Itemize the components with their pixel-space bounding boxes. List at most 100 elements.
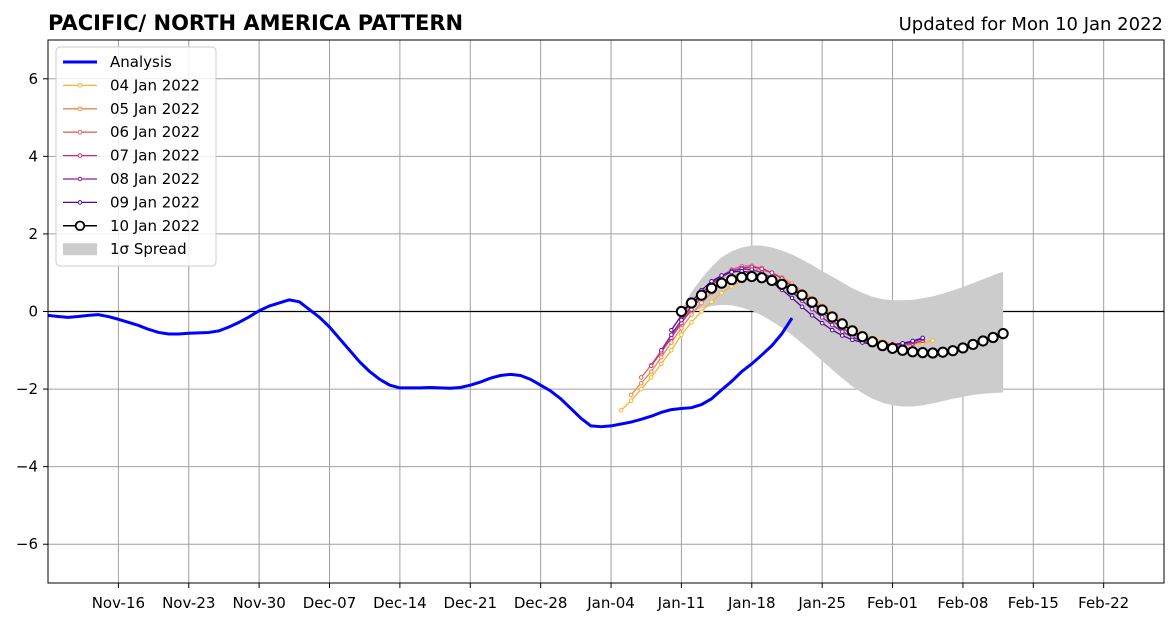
forecast-point-04-jan-2022 — [689, 320, 694, 325]
forecast-point-05-jan-2022 — [638, 380, 644, 386]
forecast-point-08-jan-2022 — [819, 315, 825, 320]
current-forecast-point — [977, 335, 989, 347]
current-forecast-point — [675, 305, 688, 318]
x-tick-label: Dec-14 — [373, 594, 427, 612]
current-forecast-point — [806, 296, 818, 308]
current-forecast-point — [987, 331, 999, 344]
legend-swatch-marker — [77, 83, 83, 88]
x-tick-label: Feb-01 — [867, 594, 918, 612]
x-tick-label: Dec-21 — [444, 594, 498, 612]
legend-swatch-marker — [77, 200, 83, 205]
current-forecast-point — [836, 318, 848, 330]
x-tick-label: Jan-04 — [586, 594, 635, 612]
y-tick-label: −2 — [16, 380, 38, 398]
legend-swatch-marker — [77, 153, 83, 158]
current-forecast-point — [967, 338, 979, 351]
forecast-point-06-jan-2022 — [638, 375, 644, 380]
forecast-point-08-jan-2022 — [679, 317, 684, 323]
forecast-point-09-jan-2022 — [920, 335, 926, 341]
legend-swatch-marker — [74, 220, 86, 232]
legend-label: 07 Jan 2022 — [110, 147, 200, 165]
forecast-point-04-jan-2022 — [709, 299, 714, 305]
current-forecast-point — [726, 274, 738, 286]
forecast-point-04-jan-2022 — [618, 408, 624, 413]
forecast-point-09-jan-2022 — [900, 341, 905, 346]
x-tick-label: Feb-08 — [937, 594, 988, 612]
legend-label: 09 Jan 2022 — [110, 193, 200, 211]
legend-label: 08 Jan 2022 — [110, 170, 200, 188]
current-forecast-point — [736, 271, 748, 283]
forecast-point-04-jan-2022 — [658, 361, 664, 367]
x-tick-label: Feb-22 — [1078, 594, 1129, 612]
current-forecast-point — [866, 336, 879, 348]
forecast-point-04-jan-2022 — [648, 375, 654, 380]
forecast-point-09-jan-2022 — [709, 278, 714, 284]
chart-title: PACIFIC/ NORTH AMERICA PATTERN — [48, 11, 463, 35]
legend-swatch-marker — [77, 129, 83, 135]
current-forecast-point — [786, 283, 798, 295]
legend-box — [55, 46, 217, 267]
current-forecast-point — [896, 344, 909, 356]
current-forecast-point — [695, 289, 708, 301]
forecast-point-04-jan-2022 — [679, 332, 684, 338]
forecast-point-08-jan-2022 — [809, 306, 815, 312]
forecast-point-04-jan-2022 — [669, 347, 674, 353]
current-forecast-point — [846, 325, 858, 337]
legend-label: 10 Jan 2022 — [110, 217, 200, 235]
legend-label: 1σ Spread — [110, 240, 187, 258]
forecast-point-04-jan-2022 — [628, 398, 634, 404]
current-forecast-point — [917, 347, 929, 359]
current-forecast-point — [947, 345, 959, 357]
y-tick-label: 4 — [28, 147, 38, 165]
x-tick-label: Nov-23 — [162, 594, 215, 612]
current-forecast-point — [997, 328, 1009, 340]
legend-label: Analysis — [110, 53, 172, 71]
forecast-point-09-jan-2022 — [839, 333, 845, 338]
forecast-point-05-jan-2022 — [658, 354, 664, 360]
forecast-point-09-jan-2022 — [789, 295, 795, 301]
x-tick-label: Dec-07 — [303, 594, 357, 612]
current-forecast-point — [937, 346, 949, 358]
current-forecast-point — [856, 331, 868, 343]
x-tick-label: Jan-25 — [797, 594, 846, 612]
current-forecast-point — [826, 311, 838, 323]
current-forecast-point — [685, 297, 698, 309]
forecast-point-09-jan-2022 — [910, 338, 915, 344]
x-tick-label: Nov-16 — [92, 594, 145, 612]
forecast-point-07-jan-2022 — [769, 270, 775, 276]
forecast-point-04-jan-2022 — [638, 386, 644, 392]
forecast-point-09-jan-2022 — [809, 313, 815, 318]
legend-label: 04 Jan 2022 — [110, 76, 200, 94]
x-tick-label: Dec-28 — [514, 594, 568, 612]
x-tick-label: Feb-15 — [1008, 594, 1059, 612]
legend-swatch-marker — [77, 106, 83, 112]
forecast-point-05-jan-2022 — [669, 340, 674, 345]
forecast-point-09-jan-2022 — [799, 304, 805, 310]
current-forecast-point — [776, 278, 788, 290]
legend: Analysis 04 Jan 2022 05 Jan 2022 06 Jan 202… — [55, 46, 217, 267]
chart-subtitle: Updated for Mon 10 Jan 2022 — [899, 14, 1163, 35]
forecast-point-05-jan-2022 — [689, 312, 694, 317]
forecast-point-05-jan-2022 — [628, 392, 634, 398]
forecast-point-07-jan-2022 — [759, 266, 765, 272]
current-forecast-point — [716, 277, 728, 289]
forecast-point-09-jan-2022 — [850, 337, 855, 343]
y-tick-label: −6 — [16, 535, 38, 553]
forecast-point-08-jan-2022 — [829, 322, 835, 328]
x-tick-label: Jan-11 — [657, 594, 706, 612]
current-forecast-point — [886, 342, 899, 354]
current-forecast-point — [705, 282, 718, 294]
current-forecast-point — [746, 270, 758, 283]
forecast-point-04-jan-2022 — [699, 309, 704, 314]
forecast-point-08-jan-2022 — [658, 347, 664, 353]
y-tick-label: −4 — [16, 458, 38, 476]
forecast-point-08-jan-2022 — [839, 329, 845, 334]
forecast-point-09-jan-2022 — [669, 327, 674, 333]
forecast-point-09-jan-2022 — [829, 327, 835, 333]
forecast-point-04-jan-2022 — [719, 290, 724, 296]
y-tick-label: 2 — [28, 225, 38, 243]
legend-label: 05 Jan 2022 — [110, 100, 200, 118]
current-forecast-point — [816, 304, 828, 316]
